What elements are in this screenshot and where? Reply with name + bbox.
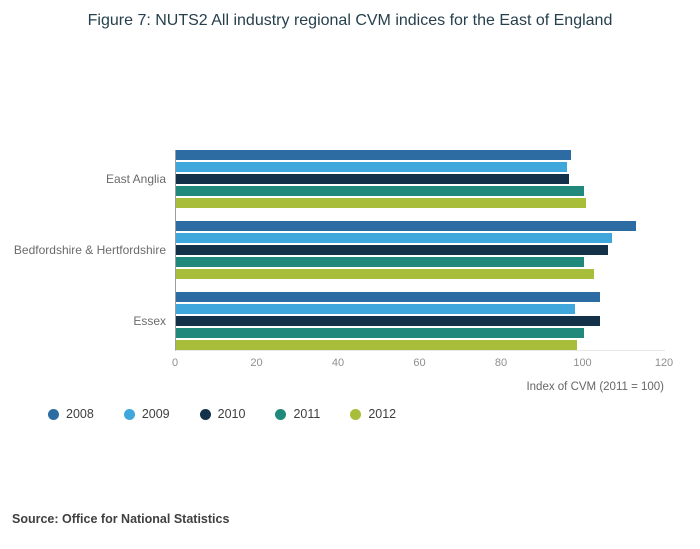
legend-dot-icon bbox=[199, 408, 211, 420]
x-tick: 100 bbox=[573, 357, 592, 369]
category-label: East Anglia bbox=[105, 172, 166, 186]
legend-dot-icon bbox=[48, 408, 59, 420]
bar-2012 bbox=[176, 198, 586, 208]
bar-2011 bbox=[176, 257, 584, 267]
legend-dot-icon bbox=[350, 408, 362, 420]
bar-2010 bbox=[176, 316, 600, 326]
bar-2012 bbox=[176, 340, 578, 350]
x-tick: 60 bbox=[413, 357, 426, 369]
bar-2012 bbox=[176, 269, 594, 279]
legend-label: 2011 bbox=[293, 407, 321, 421]
legend-item-2010[interactable]: 2010 bbox=[199, 407, 246, 421]
bar-2008 bbox=[176, 150, 572, 160]
category-label: Essex bbox=[133, 314, 166, 328]
x-tick: 80 bbox=[494, 357, 508, 369]
bar-2008 bbox=[176, 221, 637, 231]
bar-2009 bbox=[176, 304, 576, 314]
legend-dot-icon bbox=[123, 408, 135, 420]
x-axis-title: Index of CVM (2011 = 100) bbox=[526, 381, 664, 393]
category-label: Bedfordshire & Hertfordshire bbox=[13, 243, 166, 257]
bar-2008 bbox=[176, 292, 600, 302]
legend-item-2012[interactable]: 2012 bbox=[350, 407, 396, 421]
legend-label: 2010 bbox=[217, 407, 246, 421]
legend-label: 2008 bbox=[66, 407, 94, 421]
legend-dot-icon bbox=[275, 408, 287, 420]
bar-2010 bbox=[176, 174, 570, 184]
bar-2010 bbox=[176, 245, 608, 255]
legend-item-2011[interactable]: 2011 bbox=[275, 407, 320, 421]
legend-label: 2012 bbox=[368, 407, 397, 421]
x-tick: 40 bbox=[331, 357, 345, 369]
legend: 2008 2009 2010 2011 2012 bbox=[48, 407, 396, 421]
x-tick: 20 bbox=[250, 357, 263, 369]
bar-2009 bbox=[176, 162, 568, 172]
legend-item-2008[interactable]: 2008 bbox=[48, 407, 94, 421]
plot-area bbox=[175, 150, 665, 351]
x-tick: 0 bbox=[171, 357, 179, 369]
bar-2011 bbox=[176, 328, 584, 338]
x-tick: 120 bbox=[654, 357, 674, 369]
x-axis: 0 20 40 60 80 100 120 bbox=[171, 357, 673, 373]
source-text: Source: Office for National Statistics bbox=[12, 512, 230, 526]
bar-2009 bbox=[176, 233, 613, 243]
legend-item-2009[interactable]: 2009 bbox=[123, 407, 170, 421]
bar-2011 bbox=[176, 186, 584, 196]
legend-label: 2009 bbox=[141, 407, 170, 421]
chart-title: Figure 7: NUTS2 All industry regional CV… bbox=[87, 12, 613, 29]
